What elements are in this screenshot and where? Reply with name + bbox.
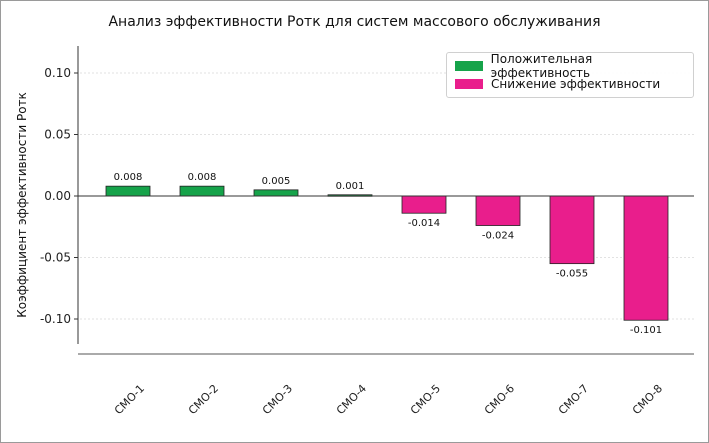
legend-label-negative: Снижение эффективности xyxy=(491,77,661,91)
value-label: 0.005 xyxy=(262,176,291,187)
legend-swatch-negative xyxy=(455,79,483,89)
y-tick-label: 0.05 xyxy=(44,128,71,142)
x-tick-label: СМО-8 xyxy=(630,382,665,417)
legend-item-positive: Положительная эффективность xyxy=(455,52,693,80)
legend: Положительная эффективность Снижение эфф… xyxy=(446,52,694,98)
x-tick-label: СМО-4 xyxy=(334,382,369,417)
bar-5 xyxy=(401,195,447,214)
value-label: -0.024 xyxy=(482,231,514,242)
legend-label-positive: Положительная эффективность xyxy=(490,52,593,80)
bar-6 xyxy=(475,195,521,226)
bar-7 xyxy=(549,195,595,265)
legend-item-negative: Снижение эффективности xyxy=(455,76,660,92)
value-label: -0.055 xyxy=(556,269,588,280)
y-tick-label: -0.05 xyxy=(40,251,71,265)
chart-title: Анализ эффективности Ротк для систем мас… xyxy=(108,14,601,30)
y-tick-label: -0.10 xyxy=(40,312,71,326)
y-tick-label: 0.10 xyxy=(44,66,71,80)
legend-swatch-positive xyxy=(455,61,483,71)
x-tick-label: СМО-2 xyxy=(186,382,221,417)
bar-8 xyxy=(623,195,669,321)
bar-1 xyxy=(105,185,151,197)
x-tick-label: СМО-5 xyxy=(408,382,443,417)
x-tick-label: СМО-7 xyxy=(556,382,591,417)
value-label: -0.014 xyxy=(408,218,440,229)
value-label: 0.008 xyxy=(188,172,217,183)
x-tick-label: СМО-6 xyxy=(482,382,517,417)
value-label: -0.101 xyxy=(630,325,662,336)
x-tick-label: СМО-3 xyxy=(260,382,295,417)
bar-3 xyxy=(253,189,299,197)
value-label: 0.001 xyxy=(336,181,365,192)
x-tick-label: СМО-1 xyxy=(112,382,147,417)
y-tick-label: 0.00 xyxy=(44,189,71,203)
value-label: 0.008 xyxy=(114,172,143,183)
bar-2 xyxy=(179,185,225,197)
